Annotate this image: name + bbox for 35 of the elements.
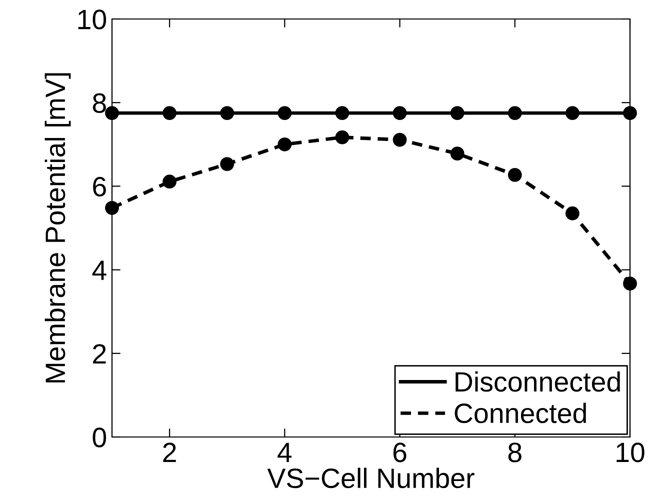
point	[623, 106, 637, 120]
x-tick-label: 4	[278, 442, 292, 462]
point	[566, 106, 580, 120]
point	[392, 106, 407, 120]
y-tick-label: 8	[92, 93, 106, 113]
point	[278, 137, 292, 152]
x-tick-label: 8	[508, 442, 522, 462]
point	[220, 106, 234, 120]
point	[105, 200, 119, 215]
x-tick-label: 10	[616, 442, 644, 462]
point	[450, 106, 464, 120]
y-tick-label: 6	[93, 176, 106, 197]
x-tick-label: 2	[163, 442, 176, 462]
point	[162, 106, 176, 120]
y-tick-label: 0	[92, 428, 106, 448]
x-axis-title: VS−Cell Number	[267, 468, 474, 488]
y-tick-label: 4	[92, 260, 106, 280]
x-tick-label: 6	[393, 442, 406, 462]
point	[566, 206, 580, 220]
point	[105, 106, 119, 120]
point	[335, 106, 350, 120]
point	[220, 157, 234, 171]
y-axis-title: Membrane Potential [mV]	[44, 73, 71, 382]
point	[508, 106, 522, 120]
point	[508, 168, 522, 182]
point	[335, 130, 350, 144]
point	[450, 146, 464, 161]
point	[392, 132, 407, 147]
point	[162, 174, 176, 189]
point	[278, 106, 292, 120]
y-tick-label: 10	[78, 10, 106, 30]
point	[623, 276, 637, 291]
y-tick-label: 2	[93, 344, 106, 364]
legend-label: Connected	[454, 402, 586, 424]
legend-label: Disconnected	[456, 371, 620, 392]
